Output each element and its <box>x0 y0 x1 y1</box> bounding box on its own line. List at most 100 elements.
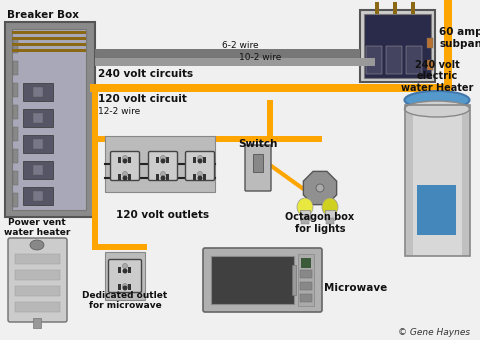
Text: 120 volt circuit: 120 volt circuit <box>98 94 187 104</box>
Bar <box>13 105 18 119</box>
Circle shape <box>197 175 203 181</box>
Bar <box>118 157 121 163</box>
Ellipse shape <box>297 198 313 216</box>
Bar <box>13 39 18 53</box>
Bar <box>92 244 147 250</box>
Bar <box>375 2 379 14</box>
Text: Switch: Switch <box>238 139 278 149</box>
Bar <box>417 185 456 235</box>
Bar <box>193 174 196 180</box>
Bar <box>405 105 470 256</box>
Bar <box>13 193 18 207</box>
Bar <box>393 2 397 14</box>
Bar <box>292 265 296 295</box>
Bar <box>211 256 294 304</box>
Bar <box>12 37 86 40</box>
Bar <box>12 31 86 34</box>
Bar <box>33 191 43 201</box>
Bar <box>33 113 43 123</box>
Bar <box>23 135 53 153</box>
Bar <box>12 29 86 210</box>
Polygon shape <box>303 171 336 205</box>
Bar <box>128 284 131 290</box>
Bar <box>13 83 18 97</box>
Bar <box>15 302 60 312</box>
Text: 6-2 wire: 6-2 wire <box>222 41 258 50</box>
Bar <box>156 157 159 163</box>
Bar <box>253 154 263 172</box>
Bar <box>92 168 98 250</box>
Circle shape <box>197 171 203 176</box>
Bar <box>23 161 53 179</box>
FancyBboxPatch shape <box>148 152 178 181</box>
Text: 240 volt circuits: 240 volt circuits <box>98 69 193 79</box>
Bar <box>193 157 196 163</box>
Bar <box>366 46 382 74</box>
FancyBboxPatch shape <box>8 238 67 322</box>
Bar <box>267 136 322 142</box>
Bar <box>360 10 435 82</box>
Bar <box>203 157 206 163</box>
Ellipse shape <box>405 101 469 117</box>
Circle shape <box>197 158 203 164</box>
Bar <box>444 0 452 92</box>
Bar <box>166 174 169 180</box>
Circle shape <box>122 158 128 164</box>
Bar <box>301 258 311 268</box>
Bar <box>118 174 121 180</box>
Bar <box>23 83 53 101</box>
Bar <box>33 165 43 175</box>
Text: 120 volt outlets: 120 volt outlets <box>117 210 210 220</box>
Text: Power vent
water heater: Power vent water heater <box>4 218 70 237</box>
Bar <box>406 46 422 74</box>
Bar <box>23 109 53 127</box>
Bar <box>95 49 360 58</box>
Bar <box>13 61 18 75</box>
Bar <box>118 267 121 273</box>
Text: Breaker Box: Breaker Box <box>7 10 79 20</box>
Bar <box>298 254 314 306</box>
FancyBboxPatch shape <box>110 152 140 181</box>
Bar <box>15 270 60 280</box>
Circle shape <box>197 155 203 160</box>
Text: Dedicated outlet
for microwave: Dedicated outlet for microwave <box>83 291 168 310</box>
Bar <box>156 174 159 180</box>
Bar <box>90 84 450 92</box>
Text: 240 volt
electric
water Heater: 240 volt electric water Heater <box>401 60 473 93</box>
Circle shape <box>122 155 128 160</box>
Bar <box>15 254 60 264</box>
Circle shape <box>160 155 166 160</box>
Bar <box>411 2 415 14</box>
Circle shape <box>160 171 166 176</box>
Bar <box>128 174 131 180</box>
Bar <box>386 46 402 74</box>
Bar <box>92 85 98 175</box>
Bar <box>105 252 145 300</box>
Circle shape <box>316 184 324 192</box>
Bar <box>95 58 375 66</box>
Bar <box>13 171 18 185</box>
Bar <box>12 43 86 46</box>
Bar <box>5 22 95 217</box>
Bar <box>325 210 335 220</box>
Circle shape <box>122 269 128 273</box>
Circle shape <box>122 264 128 269</box>
Text: 10-2 wire: 10-2 wire <box>239 53 281 62</box>
Bar <box>128 157 131 163</box>
Bar <box>33 139 43 149</box>
Circle shape <box>122 286 128 290</box>
Bar <box>13 149 18 163</box>
FancyBboxPatch shape <box>203 248 322 312</box>
Bar <box>118 284 121 290</box>
Circle shape <box>160 158 166 164</box>
FancyBboxPatch shape <box>245 145 271 191</box>
Ellipse shape <box>405 91 469 109</box>
Bar <box>12 49 86 52</box>
Bar <box>427 38 433 48</box>
Circle shape <box>122 171 128 176</box>
FancyBboxPatch shape <box>108 259 142 292</box>
Text: 60 amp
subpanel: 60 amp subpanel <box>439 27 480 49</box>
Bar <box>405 105 413 256</box>
Circle shape <box>122 284 128 289</box>
Bar <box>105 136 215 192</box>
